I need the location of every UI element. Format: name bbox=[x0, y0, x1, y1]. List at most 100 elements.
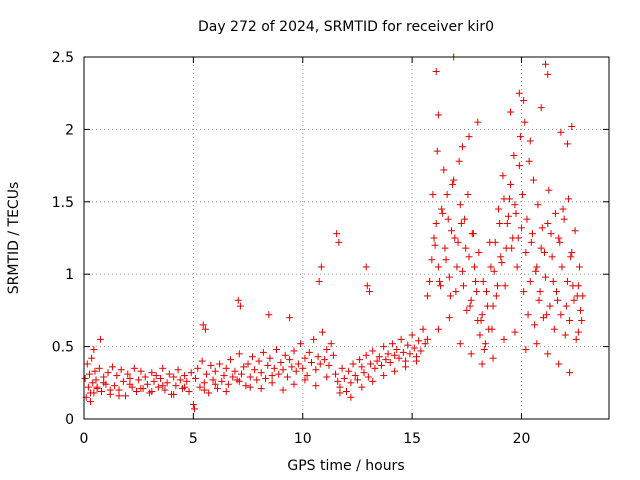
data-point bbox=[432, 220, 440, 228]
data-point bbox=[455, 157, 463, 165]
data-point bbox=[531, 321, 539, 329]
data-point bbox=[360, 369, 368, 377]
data-point bbox=[141, 373, 149, 381]
data-point bbox=[115, 392, 123, 400]
data-point bbox=[423, 292, 431, 300]
data-point bbox=[369, 377, 377, 385]
data-point bbox=[561, 331, 569, 339]
data-point bbox=[384, 350, 392, 358]
data-point bbox=[554, 296, 562, 304]
data-point bbox=[297, 340, 305, 348]
data-point bbox=[236, 302, 244, 310]
data-point bbox=[95, 364, 103, 372]
data-point bbox=[458, 267, 466, 275]
data-point bbox=[542, 60, 550, 68]
data-point bbox=[200, 379, 208, 387]
data-point bbox=[333, 230, 341, 238]
data-point bbox=[468, 230, 476, 238]
data-point bbox=[566, 317, 574, 325]
data-point bbox=[533, 263, 541, 271]
chart-title: Day 272 of 2024, SRMTID for receiver kir… bbox=[198, 19, 494, 35]
data-point bbox=[477, 317, 485, 325]
data-point bbox=[520, 96, 528, 104]
data-point bbox=[122, 392, 130, 400]
data-point bbox=[81, 374, 89, 382]
data-point bbox=[124, 370, 132, 378]
data-point bbox=[163, 379, 171, 387]
data-point bbox=[445, 314, 453, 322]
data-point bbox=[277, 359, 285, 367]
data-point bbox=[486, 238, 494, 246]
data-point bbox=[363, 282, 371, 290]
data-point bbox=[404, 341, 412, 349]
data-point bbox=[279, 386, 287, 394]
data-point bbox=[573, 292, 581, 300]
data-point bbox=[96, 335, 104, 343]
y-tick-label: 1 bbox=[65, 267, 74, 283]
data-point bbox=[521, 118, 529, 126]
data-point bbox=[533, 340, 541, 348]
data-point bbox=[336, 389, 344, 397]
data-point bbox=[499, 172, 507, 180]
data-point bbox=[100, 379, 108, 387]
data-point bbox=[286, 314, 294, 322]
data-point bbox=[536, 288, 544, 296]
data-point bbox=[154, 383, 162, 391]
data-point bbox=[423, 335, 431, 343]
data-point bbox=[410, 344, 418, 352]
data-point bbox=[525, 157, 533, 165]
data-point bbox=[106, 386, 114, 394]
data-point bbox=[526, 137, 534, 145]
data-point bbox=[268, 379, 276, 387]
data-point bbox=[92, 376, 100, 384]
data-point bbox=[560, 215, 568, 223]
data-point bbox=[544, 220, 552, 228]
data-point bbox=[568, 123, 576, 131]
data-point bbox=[537, 244, 545, 252]
data-point bbox=[211, 367, 219, 375]
x-tick-label: 10 bbox=[294, 431, 312, 447]
data-point bbox=[511, 328, 519, 336]
data-point bbox=[545, 186, 553, 194]
data-point bbox=[196, 383, 204, 391]
data-point bbox=[286, 356, 294, 364]
data-point bbox=[462, 244, 470, 252]
data-point bbox=[130, 364, 138, 372]
data-point bbox=[310, 335, 318, 343]
data-point bbox=[325, 361, 333, 369]
data-point bbox=[83, 360, 91, 368]
data-point bbox=[347, 379, 355, 387]
data-point bbox=[323, 373, 331, 381]
data-point bbox=[397, 335, 405, 343]
data-point bbox=[473, 288, 481, 296]
data-point bbox=[161, 386, 169, 394]
data-point bbox=[104, 369, 112, 377]
data-point bbox=[189, 401, 197, 409]
data-point bbox=[478, 360, 486, 368]
data-point bbox=[211, 380, 219, 388]
data-point bbox=[507, 108, 515, 116]
data-point bbox=[466, 302, 474, 310]
data-point bbox=[442, 256, 450, 264]
data-point bbox=[345, 367, 353, 375]
data-point bbox=[255, 357, 263, 365]
data-point bbox=[209, 376, 217, 384]
data-point bbox=[201, 325, 209, 333]
data-point bbox=[290, 347, 298, 355]
data-point bbox=[229, 373, 237, 381]
data-point bbox=[323, 345, 331, 353]
data-point bbox=[566, 369, 574, 377]
data-point bbox=[413, 357, 420, 365]
data-point bbox=[522, 345, 530, 353]
data-point bbox=[279, 366, 287, 374]
data-point bbox=[270, 364, 278, 372]
data-point bbox=[495, 205, 503, 213]
data-point bbox=[542, 273, 550, 281]
data-point bbox=[557, 128, 565, 136]
data-point bbox=[568, 248, 576, 256]
data-point bbox=[567, 253, 575, 261]
data-point bbox=[537, 104, 545, 112]
data-point bbox=[415, 337, 423, 345]
plot-frame bbox=[83, 56, 610, 420]
data-point bbox=[504, 212, 512, 220]
